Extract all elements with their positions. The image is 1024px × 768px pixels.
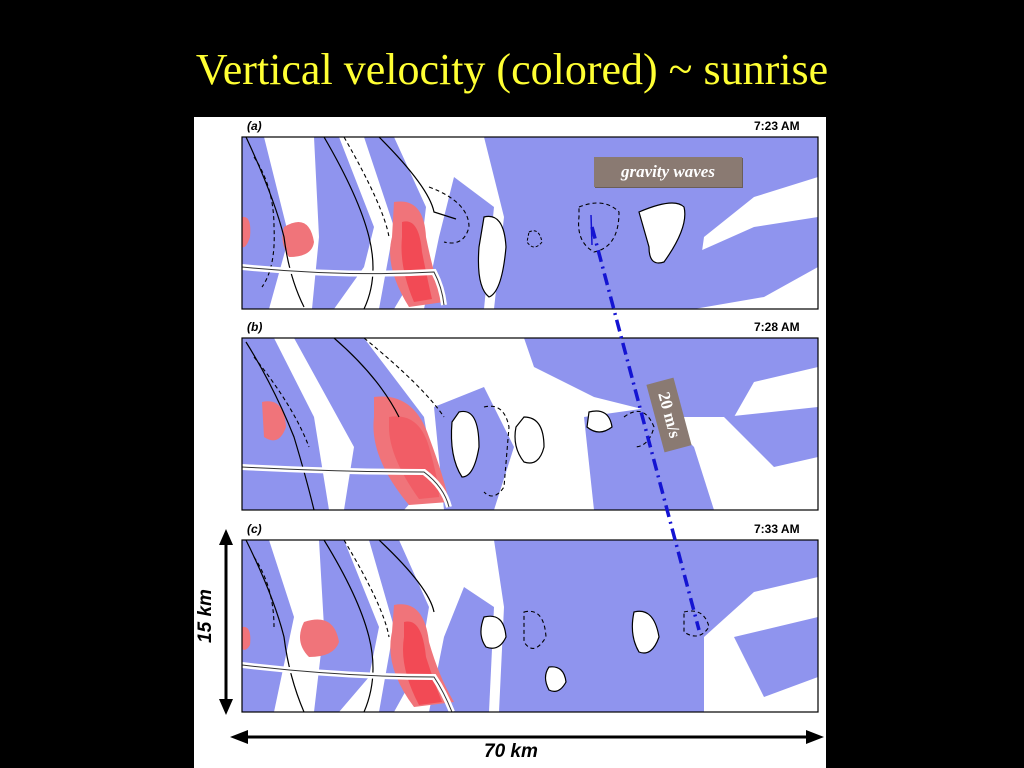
panel-c-label: (c) xyxy=(247,522,262,536)
horizontal-scale-arrow xyxy=(230,730,824,744)
panel-b-time: 7:28 AM xyxy=(754,320,800,334)
velocity-figure xyxy=(219,136,824,744)
gravity-waves-callout: gravity waves xyxy=(594,157,742,187)
phase-track-line xyxy=(590,226,701,631)
panel-b-label: (b) xyxy=(247,320,263,334)
vertical-scale-label: 15 km xyxy=(195,589,216,643)
vertical-scale-arrow xyxy=(219,529,233,715)
slide-title: Vertical velocity (colored) ~ sunrise xyxy=(195,45,829,94)
figure-area: (a) 7:23 AM (b) 7:28 AM (c) 7:33 AM grav… xyxy=(194,117,826,768)
horizontal-scale-label: 70 km xyxy=(484,741,538,762)
panel-c-time: 7:33 AM xyxy=(754,522,800,536)
panel-b xyxy=(241,337,819,511)
panel-c xyxy=(241,539,819,713)
gravity-wave-pointer xyxy=(590,214,593,246)
panel-a-label: (a) xyxy=(247,119,262,133)
panel-a-time: 7:23 AM xyxy=(754,119,800,133)
